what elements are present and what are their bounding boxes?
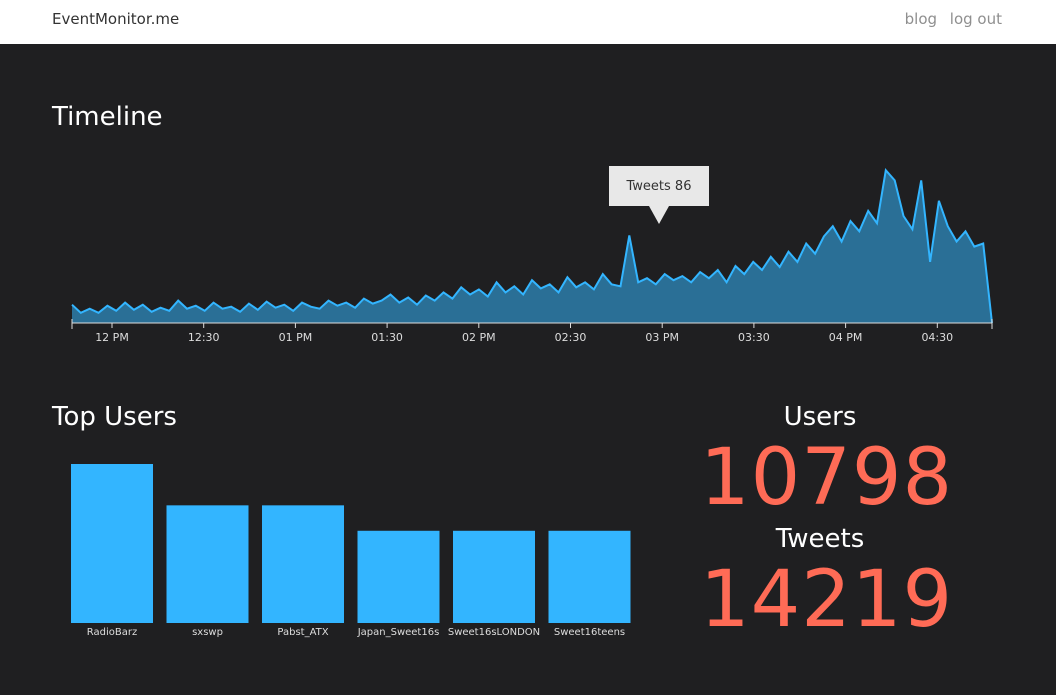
- timeline-title: Timeline: [52, 102, 163, 132]
- tweets-label: Tweets: [775, 524, 865, 554]
- bar-Japan_Sweet16s: [357, 530, 440, 623]
- timeline-line: [71, 167, 993, 324]
- timeline-tick-label: 04:30: [921, 331, 953, 344]
- timeline-tick-label: 03 PM: [645, 331, 679, 344]
- bar-label: sxswp: [192, 627, 223, 638]
- timeline-tick-label: 02:30: [555, 331, 587, 344]
- timeline-tick-label: 04 PM: [829, 331, 863, 344]
- brand-link[interactable]: EventMonitor.me: [52, 10, 180, 28]
- bar-sxswp: [166, 505, 249, 623]
- bar-label: Sweet16sLONDON: [448, 627, 540, 638]
- timeline-tick-label: 02 PM: [462, 331, 496, 344]
- timeline-tick-label: 12:30: [188, 331, 220, 344]
- timeline-tick-label: 01:30: [371, 331, 403, 344]
- timeline-area: [72, 170, 992, 323]
- logout-link[interactable]: log out: [949, 10, 1002, 28]
- users-label: Users: [783, 402, 857, 432]
- timeline-tick-label: 03:30: [738, 331, 770, 344]
- top-users-bar-chart[interactable]: RadioBarz sxswp Pabst_ATX Japan_Sweet16s Swe…: [60, 455, 660, 645]
- bar-Pabst_ATX: [262, 505, 344, 623]
- bar-Sweet16sLONDON: [453, 530, 535, 623]
- timeline-chart[interactable]: 12 PM 12:30 01 PM 01:30 02 PM 02:30 03 PM 03:30…: [56, 150, 996, 350]
- bar-label: RadioBarz: [87, 627, 137, 638]
- timeline-tick-label: 12 PM: [95, 331, 129, 344]
- stats-panel: Users 10798 Tweets 14219: [700, 400, 954, 645]
- blog-link[interactable]: blog: [904, 10, 938, 28]
- timeline-tooltip: Tweets 86: [609, 166, 709, 224]
- tweets-count: 14219: [700, 555, 954, 645]
- nav-links: blog log out: [897, 10, 1002, 28]
- bar-label: Sweet16teens: [554, 627, 625, 638]
- bar-Sweet16teens: [548, 530, 631, 623]
- bar-RadioBarz: [71, 464, 153, 623]
- bar-label: Pabst_ATX: [277, 627, 328, 638]
- timeline-tick-label: 01 PM: [279, 331, 313, 344]
- users-count: 10798: [700, 433, 954, 523]
- bar-label: Japan_Sweet16s: [357, 627, 440, 638]
- navbar: EventMonitor.me blog log out: [0, 0, 1056, 44]
- top-users-title: Top Users: [52, 402, 177, 432]
